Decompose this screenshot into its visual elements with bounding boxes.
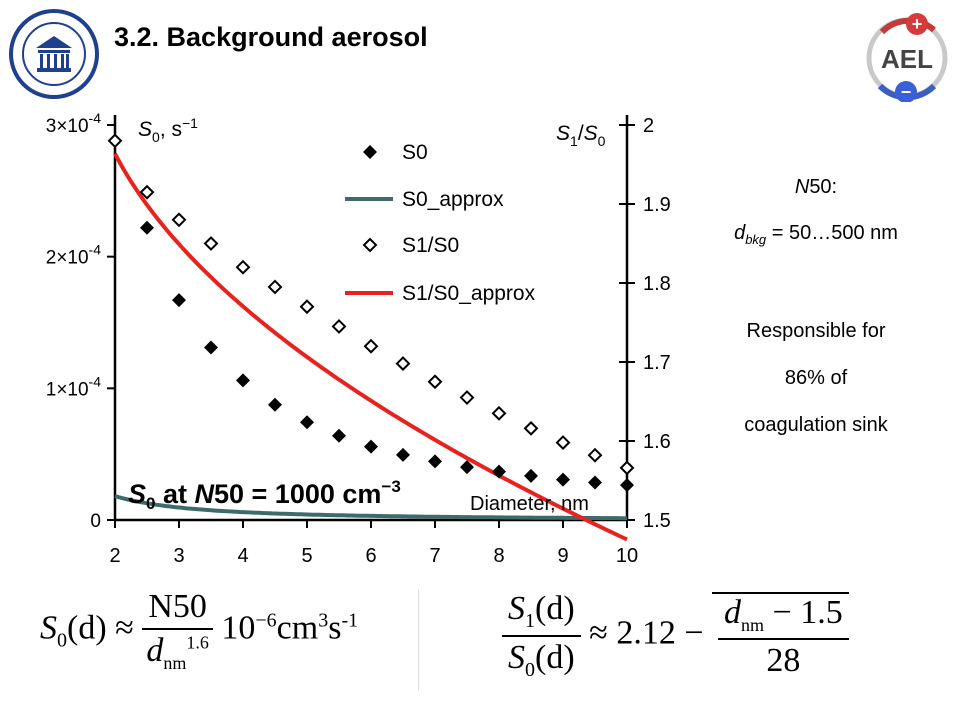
x-tick-label: 8 — [493, 545, 504, 567]
s0-point — [460, 460, 474, 475]
s1s0-point — [619, 460, 635, 476]
chart-annotation: S0 at N50 = 1000 cm−3 — [128, 477, 401, 513]
y-right-tick-label: 2 — [643, 115, 654, 137]
formula-s0: S0(d) ≈ N50 dnm1.6 10−6cm3s-1 — [40, 588, 359, 673]
s0-point — [236, 373, 250, 388]
ael-logo-icon: + − AEL — [866, 13, 948, 102]
formula-divider — [418, 590, 419, 690]
y-right-tick-label: 1.7 — [643, 352, 671, 374]
legend-label-0: S0 — [402, 141, 428, 164]
s0-point — [588, 475, 602, 490]
s0-point — [332, 428, 346, 443]
y-left-tick-label: 0 — [90, 511, 101, 532]
s1s0-point — [331, 319, 347, 334]
legend-label-2: S1/S0 — [402, 234, 459, 257]
s1s0-point — [587, 447, 603, 463]
s1s0-point — [267, 279, 283, 295]
y-right-tick-label: 1.5 — [643, 510, 671, 532]
responsible-line3: coagulation sink — [744, 414, 888, 436]
y-left-tick-label: 1×10-4 — [46, 373, 101, 400]
y-right-tick-label: 1.6 — [643, 431, 671, 453]
s1s0-point — [459, 390, 475, 405]
legend-label-3: S1/S0_approx — [402, 282, 536, 305]
dbkg-label: dbkg = 50…500 nm — [734, 222, 898, 247]
university-seal-icon — [9, 9, 99, 99]
slide-title: 3.2. Background aerosol — [114, 22, 428, 52]
s1s0-point — [523, 420, 539, 436]
chart: 2 3 4 5 6 7 8 9 10 0 1×10-4 2×10-4 3×10-4 1.5 1.6 1.7 1.… — [46, 110, 671, 567]
s0-point — [364, 439, 378, 454]
x-tick-label: 7 — [429, 545, 440, 567]
y-right-tick-label: 1.8 — [643, 273, 671, 295]
x-tick-label: 6 — [365, 545, 376, 567]
s1s0-point — [203, 236, 219, 251]
s0-point — [300, 415, 314, 430]
legend-s1s0-marker — [362, 237, 378, 253]
s0-point — [140, 220, 154, 235]
x-tick-label: 4 — [237, 545, 248, 567]
y-right-axis-title: S1/S0 — [556, 122, 606, 149]
y-left-tick-label: 2×10-4 — [46, 242, 101, 269]
s1s0-point — [555, 435, 571, 450]
s0-point — [204, 340, 218, 355]
legend-label-1: S0_approx — [402, 188, 504, 211]
ael-logo-text: AEL — [881, 44, 933, 74]
y-right-tick-label: 1.9 — [643, 194, 671, 216]
y-left-axis-title: S0, s−1 — [138, 115, 198, 145]
s0-point — [428, 454, 442, 469]
s0-point — [556, 472, 570, 487]
s0-point — [492, 464, 506, 479]
x-tick-label: 2 — [109, 545, 120, 567]
y-left-tick-label: 3×10-4 — [46, 110, 101, 137]
s1s0-point — [299, 299, 315, 315]
x-tick-label: 10 — [616, 545, 638, 567]
ael-minus: − — [901, 82, 912, 102]
s1s0-point — [107, 133, 123, 149]
s0-point — [268, 397, 282, 412]
s1s0-point — [139, 184, 155, 200]
s1s0-approx-curve — [113, 152, 628, 542]
x-axis-title: Diameter, nm — [470, 493, 589, 515]
x-tick-label: 5 — [301, 545, 312, 567]
ael-plus: + — [912, 14, 923, 34]
s0-point — [396, 447, 410, 462]
s1s0-point — [491, 405, 507, 421]
s0-approx-curve — [114, 494, 627, 521]
formula-ratio: S1(d) S0(d) ≈ 2.12 − dnm − 1.5 28 — [502, 590, 849, 682]
s0-point — [524, 468, 538, 483]
s1s0-point — [363, 338, 379, 354]
n50-label: N50: — [794, 176, 838, 198]
s0-point — [620, 478, 634, 493]
x-tick-label: 3 — [173, 545, 184, 567]
x-tick-label: 9 — [557, 545, 568, 567]
responsible-line1: Responsible for — [746, 320, 886, 342]
s1s0-point — [427, 374, 443, 390]
s1s0-point — [171, 212, 187, 228]
s0-point — [172, 293, 186, 308]
responsible-line2: 86% of — [784, 367, 848, 389]
legend-s0-marker — [363, 145, 377, 159]
s1s0-point — [235, 259, 251, 275]
s1s0-point — [395, 356, 411, 371]
